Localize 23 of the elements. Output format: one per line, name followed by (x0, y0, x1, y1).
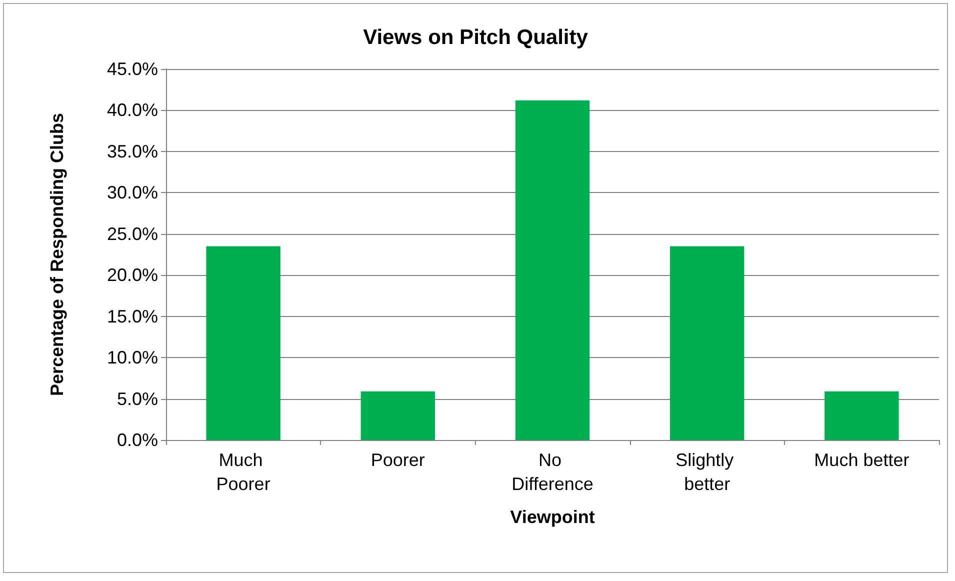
y-tick-label: 10.0% (106, 348, 158, 368)
x-tick-label: No Difference (512, 450, 594, 494)
y-tick-label: 30.0% (106, 182, 158, 203)
y-axis-title: Percentage of Responding Clubs (47, 112, 67, 396)
chart-title: Views on Pitch Quality (363, 26, 588, 49)
x-tick-label: Much better (814, 450, 910, 470)
x-axis-title: Viewpoint (510, 507, 595, 527)
bar (670, 246, 744, 440)
bar (360, 391, 436, 440)
y-tick-label: 15.0% (106, 306, 158, 326)
x-tick-label: Poorer (370, 450, 425, 470)
y-tick-label: 45.0% (106, 59, 158, 79)
y-tick-label: 0.0% (116, 430, 158, 450)
y-tick-label: 25.0% (106, 224, 158, 244)
bar (515, 100, 590, 440)
y-tick-label: 20.0% (106, 265, 158, 286)
y-tick-label: 5.0% (116, 388, 158, 409)
x-tick-label: Slightly better (676, 450, 739, 494)
y-tick-label: 40.0% (106, 100, 158, 120)
x-tick-label: Much Poorer (216, 450, 270, 494)
bar (206, 246, 280, 440)
y-tick-label: 35.0% (106, 141, 158, 162)
bar (824, 391, 899, 440)
